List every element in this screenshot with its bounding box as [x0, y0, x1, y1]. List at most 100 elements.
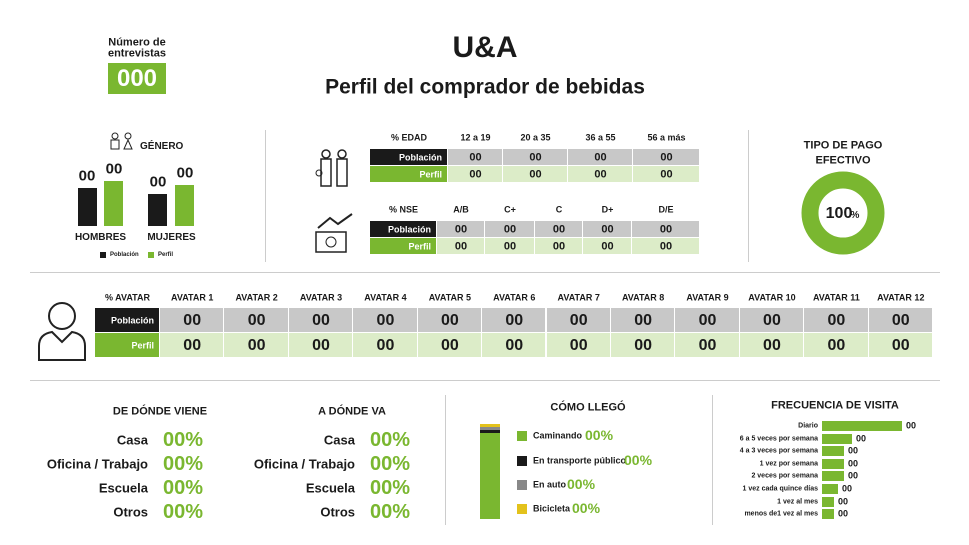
- frequency-label: 6 a 5 veces por semana: [739, 435, 818, 443]
- row-header-cell: [370, 149, 447, 165]
- divider: [30, 380, 940, 381]
- place-value: 00%: [370, 453, 411, 475]
- column-header: AVATAR 8: [621, 292, 665, 303]
- place-value: 00%: [163, 501, 204, 523]
- table-cell: [546, 333, 610, 357]
- column-header: % EDAD: [390, 132, 428, 143]
- cell-value: 00: [503, 223, 517, 235]
- donut: [801, 171, 885, 255]
- donut-ring: [801, 171, 885, 255]
- counter-label: Número de: [108, 36, 166, 49]
- cell-value: 00: [312, 336, 330, 354]
- title: U&A: [452, 31, 518, 64]
- cell-value: 00: [634, 311, 653, 329]
- cell-value: 00: [505, 336, 524, 354]
- mode-label: En auto: [533, 479, 566, 490]
- legend-swatch: [517, 456, 527, 466]
- donut-unit: %: [850, 210, 860, 221]
- cell-value: 00: [660, 168, 673, 180]
- place-value: 00%: [370, 501, 411, 523]
- cell-value: 00: [601, 240, 614, 252]
- group-label: MUJERES: [147, 232, 196, 243]
- frequency-label: 2 veces por semana: [751, 472, 818, 480]
- place-value: 00%: [163, 453, 204, 475]
- table-cell: [503, 166, 567, 182]
- legend-swatch: [100, 252, 106, 258]
- table-cell: [417, 308, 482, 332]
- table-cell: [610, 333, 675, 357]
- counter-value: 000: [116, 65, 158, 92]
- cell-value: 00: [827, 311, 846, 329]
- cell-value: 00: [634, 336, 653, 354]
- divider: [30, 272, 940, 273]
- donut-value: 100: [825, 205, 853, 222]
- cell-value: 00: [376, 311, 395, 329]
- mode-value: 00%: [572, 500, 601, 516]
- table-cell: [632, 221, 699, 237]
- frequency-label: menos de1 vez al mes: [744, 510, 818, 518]
- cell-value: 00: [529, 151, 542, 163]
- frequency-bar: [822, 496, 834, 507]
- frequency-value: 00: [906, 420, 917, 431]
- frequency-value: 00: [856, 433, 867, 444]
- place-value: 00%: [370, 477, 411, 499]
- frequency-label: 1 vez por semana: [759, 460, 818, 468]
- column-header: 20 a 35: [520, 132, 551, 143]
- place-label: Escuela: [98, 480, 148, 496]
- cell-value: 00: [891, 311, 910, 329]
- cell-value: 00: [827, 336, 846, 354]
- frequency-bar: [822, 421, 902, 431]
- frequency-value: 00: [848, 445, 859, 456]
- column-header: 56 a más: [647, 132, 686, 143]
- divider: [712, 395, 713, 525]
- column-header: AVATAR 4: [364, 292, 407, 303]
- table-cell: [633, 166, 699, 182]
- cell-value: 00: [440, 311, 459, 329]
- arrival-bar: [480, 424, 500, 519]
- column-header: 12 a 19: [460, 132, 491, 143]
- cell-value: 00: [659, 223, 673, 235]
- cell-value: 00: [183, 311, 202, 329]
- column-header: AVATAR 6: [493, 292, 536, 303]
- section-title: FRECUENCIA DE VISITA: [771, 399, 899, 412]
- table-cell: [610, 308, 675, 332]
- bar: [78, 188, 97, 226]
- cell-value: 00: [454, 223, 468, 235]
- mode-label: En transporte público: [533, 455, 627, 466]
- frequency-value: 00: [838, 508, 849, 519]
- row-header-cell: [370, 238, 436, 254]
- table-cell: [868, 308, 932, 332]
- column-header: C+: [504, 204, 516, 215]
- table-cell: [448, 166, 502, 182]
- column-header: D+: [601, 204, 614, 215]
- column-header: AVATAR 3: [299, 292, 343, 303]
- column-header: 36 a 55: [585, 132, 616, 143]
- mode-label: Bicicleta: [533, 503, 571, 514]
- mode-label: Caminando: [533, 430, 583, 441]
- cell-value: 00: [698, 336, 717, 354]
- row-header: Población: [110, 315, 154, 325]
- table-cell: [804, 308, 868, 332]
- bar-value: 00: [78, 167, 96, 185]
- table-cell: [868, 333, 932, 357]
- table-cell: [353, 333, 417, 357]
- mode-value: 00%: [585, 427, 614, 443]
- table-cell: [535, 238, 582, 254]
- table-cell: [739, 333, 804, 357]
- table-cell: [485, 238, 534, 254]
- table-cell: [482, 308, 546, 332]
- column-header: AVATAR 5: [428, 292, 472, 303]
- column-header: AVATAR 2: [235, 292, 278, 303]
- cell-value: 00: [552, 223, 566, 235]
- money-icon: [315, 213, 353, 253]
- frequency-bar: [822, 471, 844, 482]
- subtitle: Perfil del comprador de bebidas: [325, 75, 645, 99]
- cell-value: 00: [440, 336, 459, 354]
- table-cell: [417, 333, 482, 357]
- table-cell: [633, 149, 699, 165]
- cell-value: 00: [312, 311, 330, 329]
- bar: [104, 181, 123, 226]
- column-header: AVATAR 12: [877, 292, 925, 303]
- frequency-value: 00: [842, 483, 853, 494]
